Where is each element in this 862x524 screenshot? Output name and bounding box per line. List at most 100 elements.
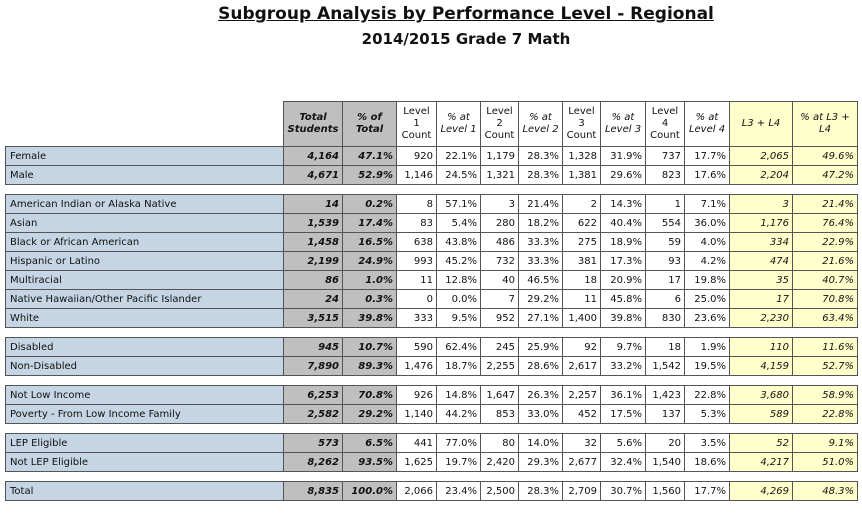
- cell: 589: [729, 404, 793, 424]
- separator-cell: [5, 184, 858, 195]
- row-label: Not LEP Eligible: [5, 452, 284, 472]
- cell: 40.7%: [792, 270, 858, 290]
- cell: 7,890: [283, 356, 343, 376]
- row-label: Disabled: [5, 337, 284, 357]
- cell: 1,560: [645, 481, 685, 501]
- cell: 21.6%: [792, 251, 858, 271]
- separator-cell: [5, 375, 858, 386]
- cell: 19.5%: [684, 356, 730, 376]
- cell: 17: [645, 270, 685, 290]
- cell: 23.4%: [436, 481, 481, 501]
- cell: 33.0%: [518, 404, 563, 424]
- cell: 44.2%: [436, 404, 481, 424]
- cell: 29.3%: [518, 452, 563, 472]
- cell: 2: [562, 194, 601, 214]
- cell: 110: [729, 337, 793, 357]
- cell: 49.6%: [792, 146, 858, 166]
- cell: 57.1%: [436, 194, 481, 214]
- cell: 19.8%: [684, 270, 730, 290]
- separator-row: [5, 327, 858, 338]
- separator-cell: [5, 471, 858, 482]
- cell: 945: [283, 337, 343, 357]
- cell: 86: [283, 270, 343, 290]
- cell: 452: [562, 404, 601, 424]
- cell: 20: [645, 433, 685, 453]
- cell: 16.5%: [342, 232, 397, 252]
- cell: 51.0%: [792, 452, 858, 472]
- cell: 12.8%: [436, 270, 481, 290]
- cell: 17.5%: [600, 404, 646, 424]
- data-row: Disabled 945 10.7% 590 62.4% 245 25.9% 92 9.7% 18…: [5, 337, 858, 357]
- column-header: Level 4 Count: [645, 101, 685, 147]
- cell: 0.2%: [342, 194, 397, 214]
- cell: 1,542: [645, 356, 685, 376]
- data-row: Female 4,164 47.1% 920 22.1% 1,179 28.3% 1,328 3…: [5, 146, 858, 166]
- cell: 80: [480, 433, 519, 453]
- cell: 1,328: [562, 146, 601, 166]
- separator-row: [5, 375, 858, 386]
- header-blank: [5, 101, 284, 147]
- cell: 9.7%: [600, 337, 646, 357]
- data-row: Hispanic or Latino 2,199 24.9% 993 45.2% 732 3…: [5, 251, 858, 271]
- cell: 1,321: [480, 165, 519, 185]
- row-label: Hispanic or Latino: [5, 251, 284, 271]
- cell: 11: [562, 289, 601, 309]
- cell: 1,539: [283, 213, 343, 233]
- cell: 1,540: [645, 452, 685, 472]
- table-body: Female 4,164 47.1% 920 22.1% 1,179 28.3% 1,328 3…: [5, 146, 858, 501]
- cell: 2,500: [480, 481, 519, 501]
- cell: 245: [480, 337, 519, 357]
- row-label: Non-Disabled: [5, 356, 284, 376]
- data-row: Not Low Income 6,253 70.8% 926 14.8% 1,647 26.…: [5, 385, 858, 405]
- separator-row: [5, 184, 858, 195]
- column-header: Level 3 Count: [562, 101, 601, 147]
- cell: 70.8%: [792, 289, 858, 309]
- title: Subgroup Analysis by Performance Level -…: [218, 4, 714, 24]
- cell: 18: [562, 270, 601, 290]
- cell: 36.1%: [600, 385, 646, 405]
- cell: 33.2%: [600, 356, 646, 376]
- cell: 28.6%: [518, 356, 563, 376]
- cell: 52.9%: [342, 165, 397, 185]
- cell: 4,671: [283, 165, 343, 185]
- cell: 21.4%: [518, 194, 563, 214]
- cell: 853: [480, 404, 519, 424]
- cell: 25.9%: [518, 337, 563, 357]
- cell: 14.3%: [600, 194, 646, 214]
- row-label: Female: [5, 146, 284, 166]
- cell: 48.3%: [792, 481, 858, 501]
- cell: 17.4%: [342, 213, 397, 233]
- cell: 5.3%: [684, 404, 730, 424]
- cell: 76.4%: [792, 213, 858, 233]
- cell: 39.8%: [342, 308, 397, 328]
- cell: 26.3%: [518, 385, 563, 405]
- cell: 1,476: [396, 356, 437, 376]
- cell: 40: [480, 270, 519, 290]
- separator-cell: [5, 423, 858, 434]
- cell: 11: [396, 270, 437, 290]
- cell: 6,253: [283, 385, 343, 405]
- cell: 441: [396, 433, 437, 453]
- cell: 47.1%: [342, 146, 397, 166]
- cell: 17.3%: [600, 251, 646, 271]
- column-header: % at Level 3: [600, 101, 646, 147]
- cell: 737: [645, 146, 685, 166]
- cell: 58.9%: [792, 385, 858, 405]
- cell: 93: [645, 251, 685, 271]
- cell: 1,423: [645, 385, 685, 405]
- data-row: Total 8,835 100.0% 2,066 23.4% 2,500 28.3% 2,70…: [5, 481, 858, 501]
- cell: 18: [645, 337, 685, 357]
- cell: 993: [396, 251, 437, 271]
- cell: 17.7%: [684, 481, 730, 501]
- cell: 830: [645, 308, 685, 328]
- cell: 24.5%: [436, 165, 481, 185]
- cell: 18.2%: [518, 213, 563, 233]
- separator-cell: [5, 327, 858, 338]
- cell: 21.4%: [792, 194, 858, 214]
- cell: 137: [645, 404, 685, 424]
- cell: 1: [645, 194, 685, 214]
- cell: 1,400: [562, 308, 601, 328]
- cell: 25.0%: [684, 289, 730, 309]
- cell: 14.0%: [518, 433, 563, 453]
- cell: 33.3%: [518, 232, 563, 252]
